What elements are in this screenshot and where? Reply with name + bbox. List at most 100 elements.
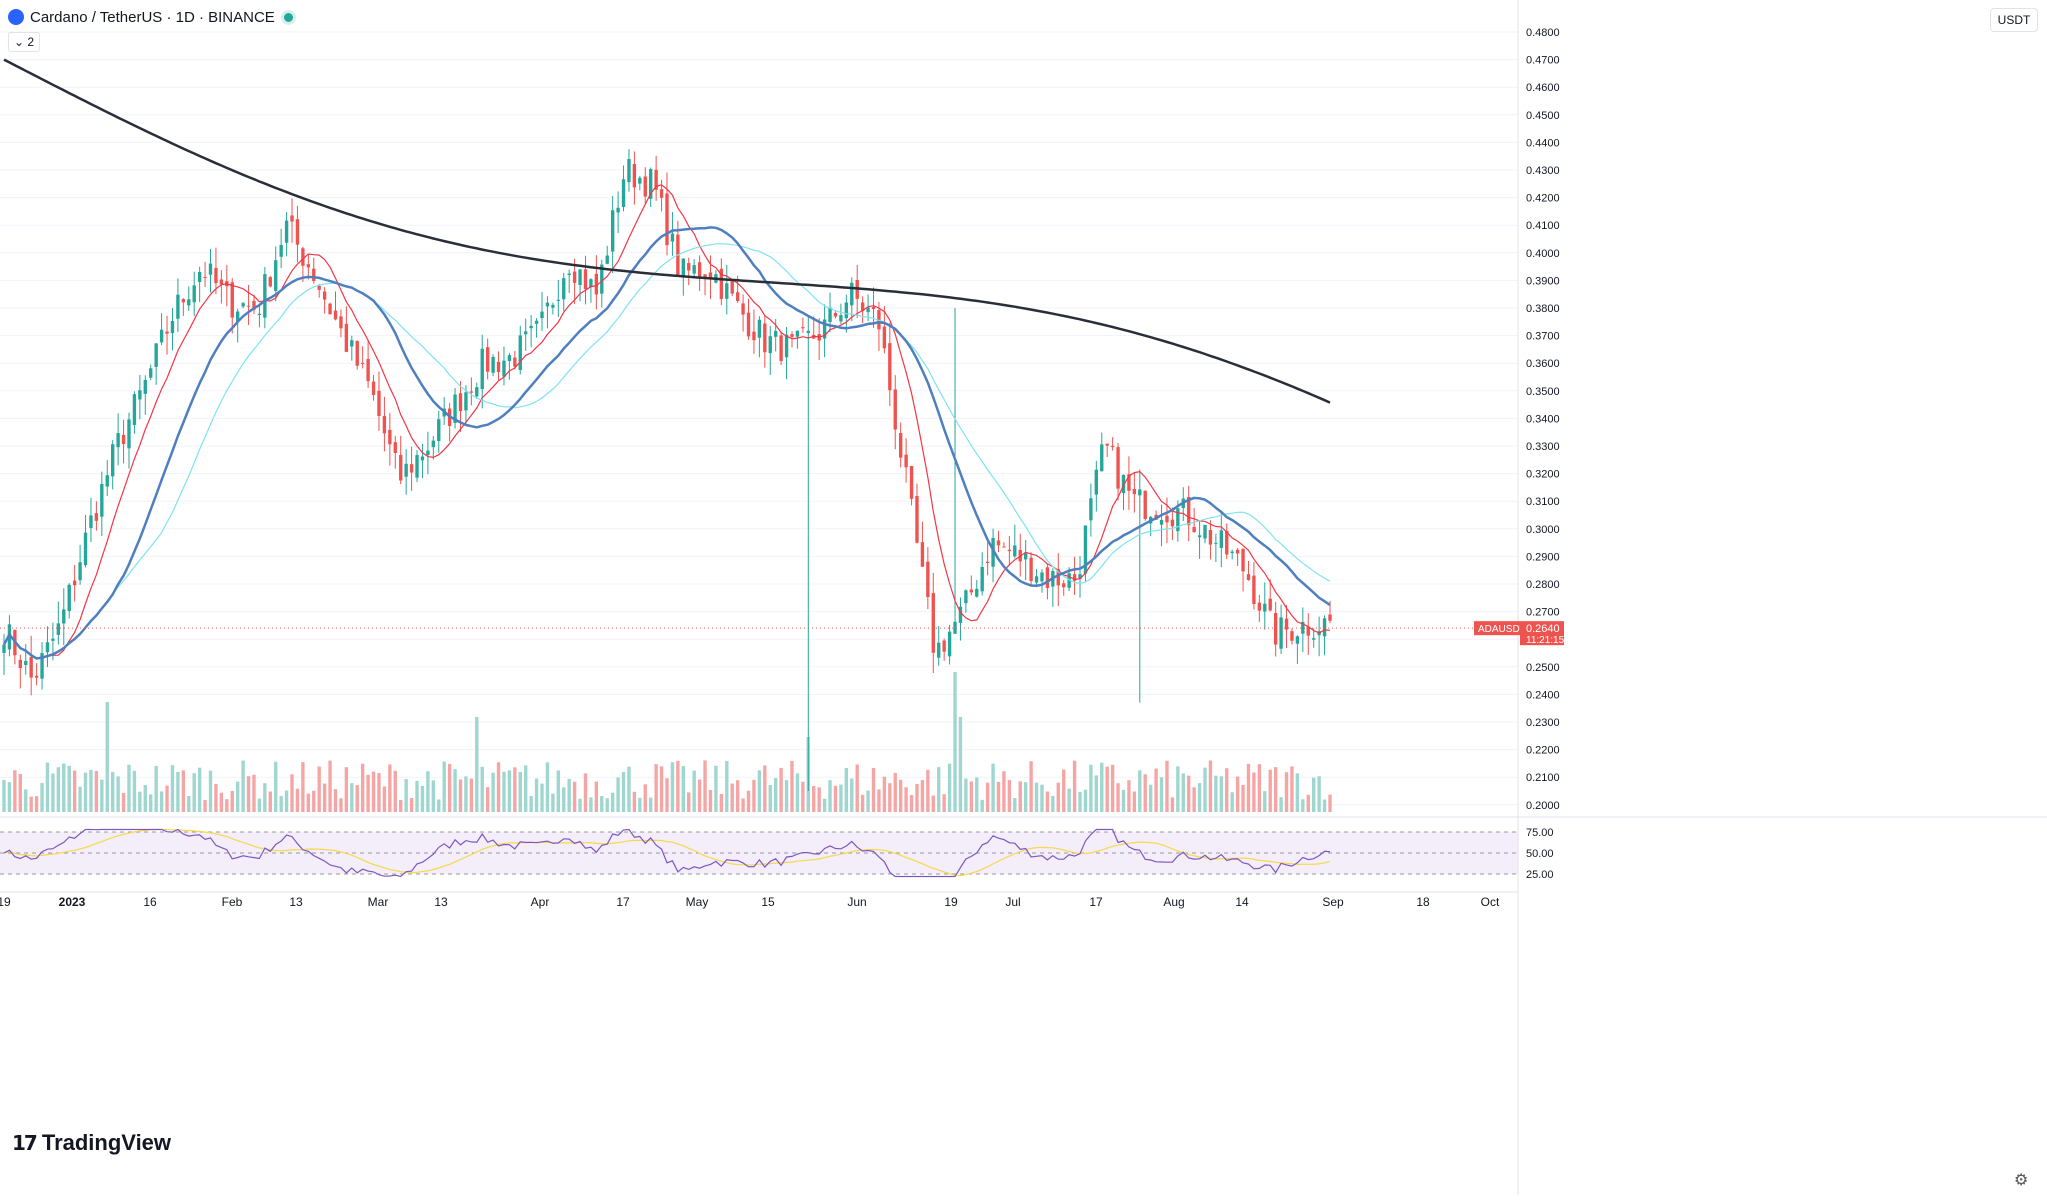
candle (985, 542, 990, 576)
symbol-header[interactable]: Cardano / TetherUS · 1D · BINANCE (8, 6, 296, 28)
candle (295, 205, 300, 263)
volume-bar (1290, 766, 1294, 812)
indicator-toggle[interactable]: ⌄ 2 (8, 32, 41, 52)
volume-bar (909, 795, 914, 812)
volume-bar (534, 778, 539, 812)
volume-bar (62, 763, 66, 812)
tradingview-logo[interactable]: 𝟭𝟳 TradingView (12, 1130, 171, 1156)
volume-bar (382, 786, 387, 812)
candle (600, 259, 604, 308)
candle (1078, 556, 1082, 598)
countdown: 11:21:15 (1526, 635, 1565, 646)
candle (790, 331, 794, 348)
candle (931, 572, 935, 674)
volume-bar (339, 798, 343, 812)
candle (1007, 536, 1012, 566)
candle (89, 497, 93, 543)
volume-bar (100, 779, 104, 812)
volume-bar (333, 789, 338, 812)
volume-bar (143, 785, 147, 812)
volume-bar (1105, 766, 1109, 812)
candle (1089, 483, 1093, 537)
volume-bar (1268, 769, 1272, 812)
candle (898, 422, 903, 468)
candle (1143, 490, 1147, 521)
volume-bar (1214, 775, 1218, 812)
indicator-count: 2 (27, 35, 35, 49)
candle (605, 245, 609, 265)
candle (980, 552, 984, 596)
rsi-tick-label: 50.00 (1526, 848, 1554, 860)
candle (947, 625, 952, 665)
volume-bar (616, 777, 620, 812)
volume-bar (860, 794, 865, 812)
volume-bar (1100, 762, 1104, 812)
volume-bar (1013, 798, 1017, 812)
volume-bar (1252, 772, 1256, 812)
volume-bar (991, 763, 995, 812)
volume-bar (583, 773, 588, 812)
volume-bar (45, 762, 50, 812)
volume-bar (1089, 764, 1093, 812)
candle (801, 317, 805, 333)
candle (78, 544, 82, 585)
volume-bar (985, 782, 990, 812)
candle (567, 269, 571, 293)
candle (355, 340, 359, 370)
volume-bar (225, 799, 229, 812)
volume-bar (790, 760, 794, 812)
candle (18, 654, 22, 689)
candle (241, 301, 245, 309)
volume-bar (1159, 777, 1164, 812)
candle (1116, 443, 1120, 501)
volume-bar (56, 767, 61, 812)
candle (670, 211, 675, 256)
candle (942, 638, 946, 661)
volume-bar (1257, 764, 1262, 812)
candle (1241, 548, 1245, 592)
volume-bar (513, 767, 517, 812)
gear-icon[interactable]: ⚙ (2014, 1172, 2029, 1189)
candle (187, 286, 191, 311)
candle (909, 465, 914, 506)
volume-bar (659, 766, 664, 812)
candle (1029, 552, 1033, 585)
cardano-logo-icon (8, 9, 24, 25)
candle (1230, 549, 1234, 560)
volume-bar (29, 796, 33, 812)
candle (1322, 615, 1327, 656)
volume-bar (72, 770, 77, 812)
candle (382, 396, 387, 452)
candle (518, 325, 522, 375)
volume-bar (1067, 788, 1071, 812)
rsi-ma-line (3, 828, 1331, 877)
candle (192, 271, 196, 317)
currency-button[interactable]: USDT (1990, 8, 2038, 32)
y-tick-label: 0.3400 (1526, 413, 1560, 425)
volume-bar (692, 770, 696, 812)
candle (621, 165, 626, 212)
volume-bar (572, 781, 577, 812)
candle (649, 167, 653, 208)
candle (480, 334, 484, 409)
volume-bar (121, 792, 126, 812)
candle (719, 258, 724, 306)
candle (469, 377, 474, 406)
candle (665, 172, 669, 256)
volume-bar (2, 779, 6, 812)
volume-bar (105, 702, 109, 812)
candle (235, 308, 240, 343)
volume-bar (317, 766, 321, 812)
candle (143, 375, 147, 415)
volume-bars (2, 672, 1332, 812)
candle (67, 583, 71, 619)
volume-bar (1301, 799, 1305, 812)
y-tick-label: 0.2800 (1526, 579, 1560, 591)
candle (132, 391, 137, 434)
volume-bar (855, 764, 859, 812)
candle (290, 198, 294, 243)
volume-bar (78, 786, 82, 812)
candle (594, 255, 599, 310)
